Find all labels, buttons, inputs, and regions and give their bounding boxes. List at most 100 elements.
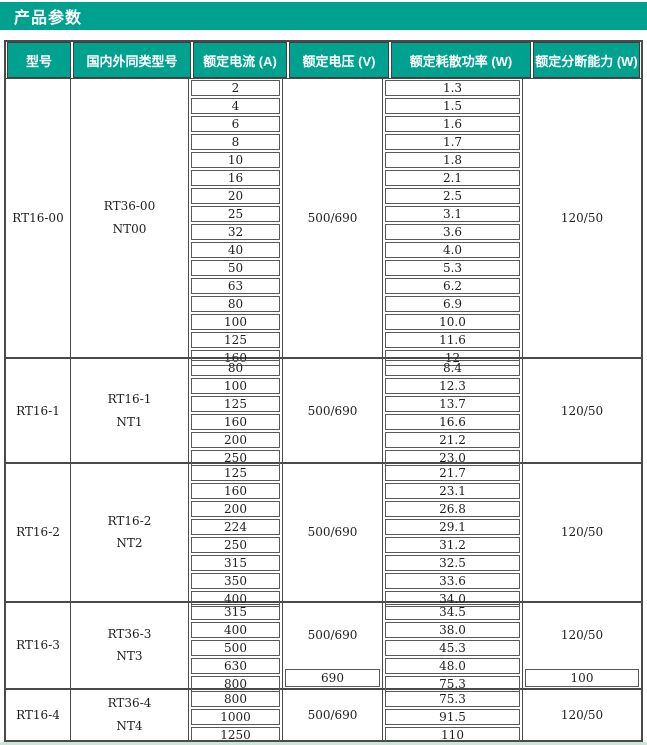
power-dissipation-column: 1.3 1.5 1.6 1.7 1.8 2.1 2.5 3.1 3.6 4.0 5.3 6.2 6.9 1… [382,79,522,366]
rated-current-cell: 8 [191,134,280,150]
rated-voltage: 500/690 [307,403,358,418]
rated-voltage: 500/690 [307,525,358,540]
power-dissipation-cell: 75.3 [385,690,520,707]
header-rated-voltage: 额定电压 (V) [289,42,389,78]
breaking-capacity: 120/50 [560,708,604,723]
rated-current-cell: 500 [191,639,280,656]
equivalent-model-line: NT1 [116,414,143,429]
rated-current-cell: 100 [191,314,280,330]
rated-voltage-column: 500/690 [282,689,382,741]
equivalent-model-cell: RT36-00 NT00 [70,79,188,358]
rated-voltage: 500/690 [307,211,358,226]
rated-voltage-column: 500/690 [282,463,382,601]
breaking-capacity: 120/50 [560,403,604,418]
equivalent-model-cell: RT16-1 NT1 [70,359,188,462]
model-cell: RT16-3 [16,638,60,653]
rated-current-column: 800 1000 1250 [188,689,282,743]
rated-current-column: 125 160 200 224 250 315 350 400 [188,463,282,607]
rated-current-cell: 160 [191,350,280,366]
power-dissipation-cell: 6.2 [385,278,520,294]
power-dissipation-cell: 38.0 [385,621,520,638]
page-title: 产品参数 [14,10,83,27]
rated-current-cell: 10 [191,152,280,168]
power-dissipation-cell: 33.6 [385,572,520,589]
rated-current-cell: 1000 [191,708,280,725]
power-dissipation-cell: 32.5 [385,554,520,571]
equivalent-model-line: RT36-3 [107,626,152,641]
header-model: 型号 [7,42,71,78]
model-cell: RT16-4 [16,708,60,723]
equivalent-model-line: RT16-2 [107,513,152,528]
header-rated-current: 额定电流 (A) [193,42,287,78]
rated-current-cell: 4 [191,98,280,114]
equivalent-model-line: NT00 [112,222,147,237]
rated-current-cell: 400 [191,621,280,638]
table-section-rt16-4: RT16-4 RT36-4 NT4 800 1000 1250 500/690 75.3 91.… [6,687,641,743]
table-header-row: 型号 国内外同类型号 额定电流 (A) 额定电压 (V) 额定耗散功率 (W) … [6,42,641,79]
rated-current-cell: 800 [191,690,280,707]
rated-current-cell: 1250 [191,726,280,743]
product-parameters-table: 型号 国内外同类型号 额定电流 (A) 额定电压 (V) 额定耗散功率 (W) … [4,40,643,743]
equivalent-model-cell: RT36-3 NT3 [70,602,188,688]
equivalent-model-cell: RT36-4 NT4 [70,689,188,741]
power-dissipation-cell: 23.0 [385,450,520,467]
rated-current-column: 315 400 500 630 800 [188,602,282,692]
header-rated-power-dissipation: 额定耗散功率 (W) [391,42,531,78]
rated-voltage-column: 500/690 [282,359,382,462]
rated-voltage: 500/690 [307,628,358,643]
table-section-rt16-1: RT16-1 RT16-1 NT1 80 100 125 160 200 250 500/690 8… [6,357,641,467]
rated-current-column: 2 4 6 8 10 16 20 25 32 40 50 63 80 100 125 160 [188,79,282,366]
power-dissipation-cell: 5.3 [385,260,520,276]
power-dissipation-cell: 3.1 [385,206,520,222]
power-dissipation-cell: 45.3 [385,639,520,656]
rated-current-cell: 100 [191,378,280,395]
rated-current-cell: 63 [191,278,280,294]
rated-current-cell: 125 [191,396,280,413]
power-dissipation-cell: 21.7 [385,464,520,481]
power-dissipation-cell: 12.3 [385,378,520,395]
breaking-capacity: 100 [525,668,639,687]
power-dissipation-cell: 21.2 [385,432,520,449]
model-cell: RT16-1 [16,403,60,418]
power-dissipation-cell: 110 [385,726,520,743]
rated-current-cell: 125 [191,464,280,481]
rated-current-cell: 200 [191,500,280,517]
power-dissipation-cell: 26.8 [385,500,520,517]
model-cell: RT16-00 [12,211,64,226]
rated-current-cell: 400 [191,590,280,607]
rated-current-cell: 315 [191,554,280,571]
rated-current-cell: 50 [191,260,280,276]
rated-current-cell: 200 [191,432,280,449]
rated-current-cell: 2 [191,80,280,96]
rated-voltage: 500/690 [307,708,358,723]
power-dissipation-cell: 31.2 [385,536,520,553]
rated-current-cell: 630 [191,657,280,674]
power-dissipation-cell: 1.5 [385,98,520,114]
breaking-capacity-column: 120/50 [522,359,641,462]
power-dissipation-cell: 12 [385,350,520,366]
rated-current-cell: 80 [191,296,280,312]
power-dissipation-column: 8.4 12.3 13.7 16.6 21.2 23.0 [382,359,522,467]
rated-current-cell: 160 [191,482,280,499]
rated-current-cell: 6 [191,116,280,132]
equivalent-model-cell: RT16-2 NT2 [70,463,188,601]
power-dissipation-cell: 3.6 [385,224,520,240]
power-dissipation-cell: 2.5 [385,188,520,204]
power-dissipation-cell: 1.6 [385,116,520,132]
power-dissipation-cell: 4.0 [385,242,520,258]
power-dissipation-column: 34.5 38.0 45.3 48.0 75.3 [382,602,522,692]
rated-voltage: 690 [285,668,380,687]
power-dissipation-cell: 1.8 [385,152,520,168]
equivalent-model-line: RT16-1 [107,391,152,406]
rated-current-cell: 16 [191,170,280,186]
power-dissipation-cell: 1.7 [385,134,520,150]
equivalent-model-line: RT36-00 [103,199,156,214]
power-dissipation-cell: 34.5 [385,603,520,620]
equivalent-model-line: NT3 [116,649,143,664]
rated-current-cell: 250 [191,450,280,467]
power-dissipation-cell: 16.6 [385,414,520,431]
breaking-capacity: 120/50 [560,525,604,540]
breaking-capacity-column: 120/50 100 [522,602,641,688]
model-cell: RT16-2 [16,525,60,540]
